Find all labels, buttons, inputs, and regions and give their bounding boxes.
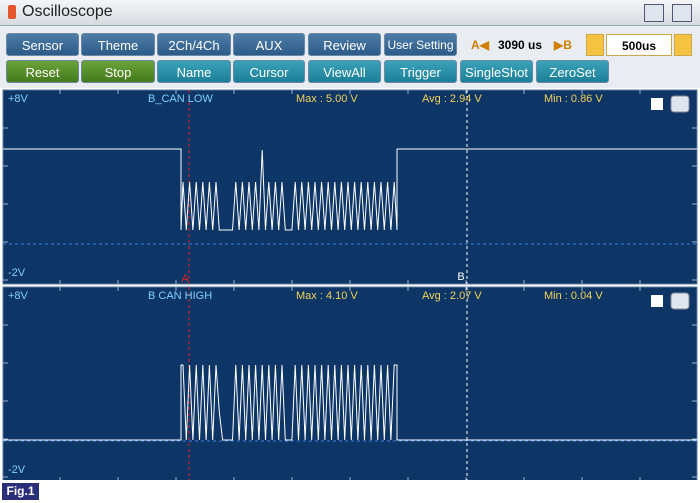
graph-panel — [2, 286, 698, 480]
toolbar-button[interactable]: ZeroSet — [536, 60, 609, 83]
graph-panel — [2, 89, 698, 285]
title-bar: Oscilloscope — [0, 0, 700, 26]
top-label: +8V — [8, 93, 29, 105]
toolbar-button[interactable]: Cursor — [233, 60, 305, 83]
figure-label: Fig.1 — [2, 483, 39, 500]
cursor-b[interactable]: ▶B — [554, 38, 572, 52]
marker-b: B — [457, 271, 464, 283]
waveform — [3, 364, 697, 441]
cursor-value-text: 3090 us — [497, 38, 543, 52]
toolbar-button[interactable]: User Setting — [384, 33, 457, 56]
waveform — [3, 148, 697, 231]
time-div: 500us — [606, 34, 672, 56]
toolbar-button[interactable]: Stop — [81, 60, 155, 83]
top-label: +8V — [8, 290, 29, 302]
avg-value: Avg : 2.94 V — [422, 93, 482, 105]
toolbar-button[interactable]: Reset — [6, 60, 79, 83]
channel-button[interactable] — [670, 292, 690, 310]
app-icon — [8, 5, 16, 19]
cursor-a[interactable]: A◀ — [471, 38, 489, 52]
toolbar: Sensor Theme 2Ch/4Ch AUX Review User Setting R… — [0, 26, 700, 88]
min-value: Min : 0.86 V — [544, 93, 603, 105]
marker-a: A — [181, 273, 189, 285]
channel-checkbox[interactable] — [651, 98, 663, 110]
toolbar-button[interactable]: 2Ch/4Ch — [157, 33, 231, 56]
toolbar-button[interactable]: Theme — [81, 33, 155, 56]
window-title: Oscilloscope — [22, 3, 113, 20]
channel-name: B CAN HIGH — [148, 290, 212, 302]
time-next[interactable] — [674, 34, 692, 56]
window-button[interactable] — [672, 4, 692, 22]
toolbar-button[interactable]: Name — [157, 60, 231, 83]
avg-value: Avg : 2.07 V — [422, 290, 482, 302]
channel-button[interactable] — [670, 95, 690, 113]
min-value: Min : 0.04 V — [544, 290, 603, 302]
toolbar-button[interactable]: Review — [308, 33, 381, 56]
toolbar-button[interactable]: AUX — [233, 33, 305, 56]
toolbar-button[interactable]: Sensor — [6, 33, 79, 56]
bottom-label: -2V — [8, 267, 26, 279]
time-prev[interactable] — [586, 34, 604, 56]
channel-name: B_CAN LOW — [148, 93, 213, 105]
toolbar-button[interactable]: ViewAll — [308, 60, 381, 83]
bottom-label: -2V — [8, 464, 26, 476]
scope-area: +8V B_CAN LOW Max : 5.00 V Avg : 2.94 V Min … — [2, 89, 698, 480]
max-value: Max : 4.10 V — [296, 290, 358, 302]
toolbar-button[interactable]: SingleShot — [460, 60, 533, 83]
max-value: Max : 5.00 V — [296, 93, 358, 105]
channel-checkbox[interactable] — [651, 295, 663, 307]
toolbar-button[interactable]: Trigger — [384, 60, 457, 83]
window-button[interactable] — [644, 4, 664, 22]
